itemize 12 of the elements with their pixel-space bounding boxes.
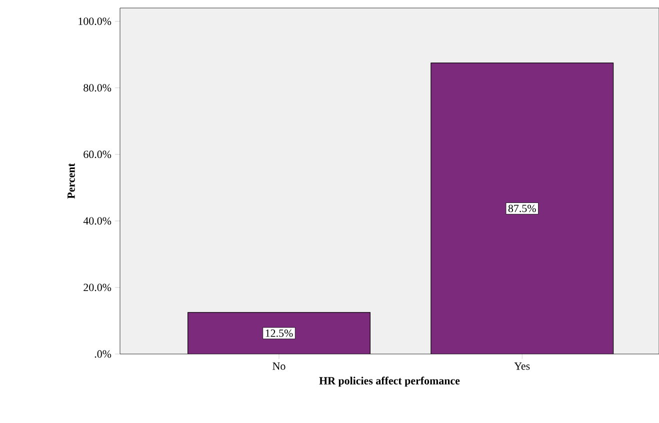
x-axis-title: HR policies affect perfomance (319, 376, 460, 387)
x-tick-label: No (272, 362, 286, 370)
x-tick-label: Yes (514, 362, 530, 370)
y-axis-title: Percent (68, 163, 75, 199)
y-tick-label: .0% (94, 350, 112, 358)
y-tick-label: 60.0% (84, 150, 112, 158)
y-tick-label: 40.0% (83, 217, 112, 225)
y-tick-label: 20.0% (84, 284, 112, 292)
data-label: 87.5% (508, 204, 536, 212)
y-tick-label: 100.0% (78, 18, 112, 26)
y-tick-label: 80.0% (84, 84, 112, 92)
data-label: 12.5% (266, 329, 293, 337)
